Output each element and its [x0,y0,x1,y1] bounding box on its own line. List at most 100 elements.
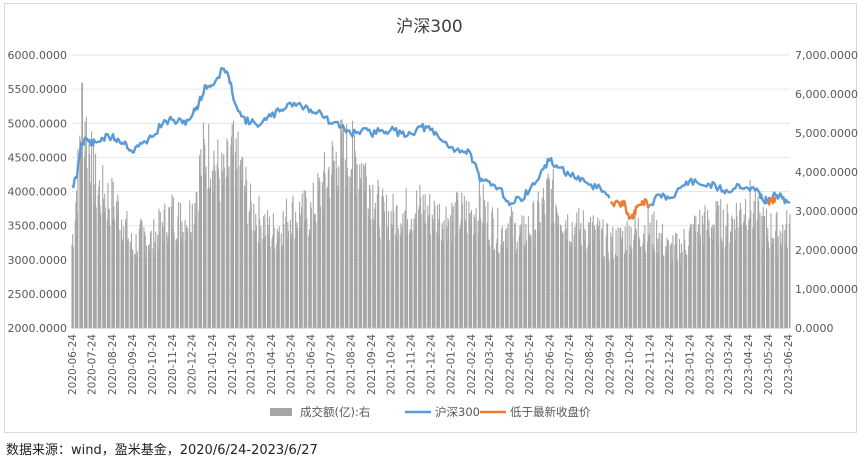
turnover-bar [223,154,225,328]
turnover-bar [665,250,667,328]
turnover-bar [475,207,477,328]
turnover-bar [427,205,429,328]
turnover-bar [345,188,347,328]
turnover-bar [688,230,690,328]
turnover-bar [100,213,102,328]
turnover-bar [359,178,361,328]
turnover-bar [294,238,296,328]
turnover-bar [780,247,783,328]
turnover-bar [495,243,497,328]
turnover-bar [637,217,639,328]
turnover-bar [564,230,566,328]
turnover-bar [576,212,578,328]
turnover-bar [86,167,88,328]
turnover-bar [562,232,564,328]
left-tick-label: 4000.0000 [8,186,68,199]
turnover-bar [569,246,571,328]
turnover-bar [281,247,283,328]
x-tick-label: 2021-04-24 [266,334,278,395]
turnover-bar [234,151,237,328]
turnover-bar [448,220,450,328]
x-tick-label: 2023-02-24 [705,334,717,395]
turnover-bar [569,240,571,328]
turnover-bar [720,199,722,328]
turnover-bar [351,169,353,328]
turnover-bar [497,252,499,328]
turnover-bar [152,248,154,328]
series-lines [71,67,791,220]
turnover-bar [395,206,397,328]
turnover-bar [405,188,407,328]
turnover-bar [706,229,708,328]
turnover-bar [748,217,751,328]
turnover-bar [491,212,493,328]
turnover-bar [387,226,389,328]
turnover-bar [190,232,192,328]
turnover-bar [579,229,581,328]
turnover-bar [529,238,531,328]
turnover-bar [548,177,550,328]
turnover-bar [708,219,710,328]
turnover-bar [109,225,111,328]
turnover-bar [120,229,122,328]
turnover-bar [231,136,233,328]
turnover-bar [242,157,244,328]
turnover-bar [567,214,569,328]
turnover-bar [126,210,128,328]
turnover-bar [777,236,779,328]
turnover-bar [648,235,650,328]
turnover-bar [703,244,705,328]
turnover-bar [97,194,99,328]
turnover-bar [681,251,683,328]
turnover-bar [703,212,705,328]
turnover-bar [267,225,269,328]
turnover-bar [395,234,397,328]
turnover-bar [610,252,613,328]
turnover-bar [373,220,375,328]
turnover-bar [332,146,334,328]
turnover-bar [173,232,175,328]
turnover-bar [175,240,177,328]
turnover-bar [93,203,95,328]
turnover-bar [546,180,548,328]
turnover-bar [734,229,736,328]
x-tick-label: 2021-10-24 [386,334,398,395]
turnover-bar [515,253,517,328]
turnover-bar [667,240,669,328]
turnover-bar [91,131,93,328]
turnover-bar [720,238,722,328]
turnover-bar [85,116,87,328]
turnover-bar [556,212,558,328]
turnover-bar [767,228,769,328]
turnover-bar [721,241,723,328]
turnover-bar [282,244,284,328]
turnover-bar [633,239,635,328]
turnover-bar [649,222,651,328]
turnover-bar [724,247,726,328]
turnover-bar [342,124,344,328]
turnover-bar [622,231,624,328]
left-tick-label: 5000.0000 [8,117,68,130]
turnover-bar [443,220,445,328]
turnover-bar [378,227,380,328]
turnover-bar [308,235,310,328]
turnover-bar [629,254,631,328]
turnover-bar [761,245,764,328]
turnover-bar [610,232,612,328]
turnover-bar [743,214,745,328]
turnover-bar [157,249,159,328]
turnover-bar [537,191,539,328]
turnover-bar [253,204,255,328]
turnover-bar [163,209,165,328]
turnover-bar [670,265,672,328]
turnover-bar [315,222,317,328]
turnover-bar [429,194,431,328]
turnover-bar [470,225,472,328]
turnover-bar [178,201,180,328]
turnover-bar [350,192,352,328]
turnover-bar [722,209,724,328]
turnover-bar [85,151,87,328]
turnover-bar [730,232,732,328]
turnover-bar [788,223,790,328]
turnover-bar [419,184,421,328]
